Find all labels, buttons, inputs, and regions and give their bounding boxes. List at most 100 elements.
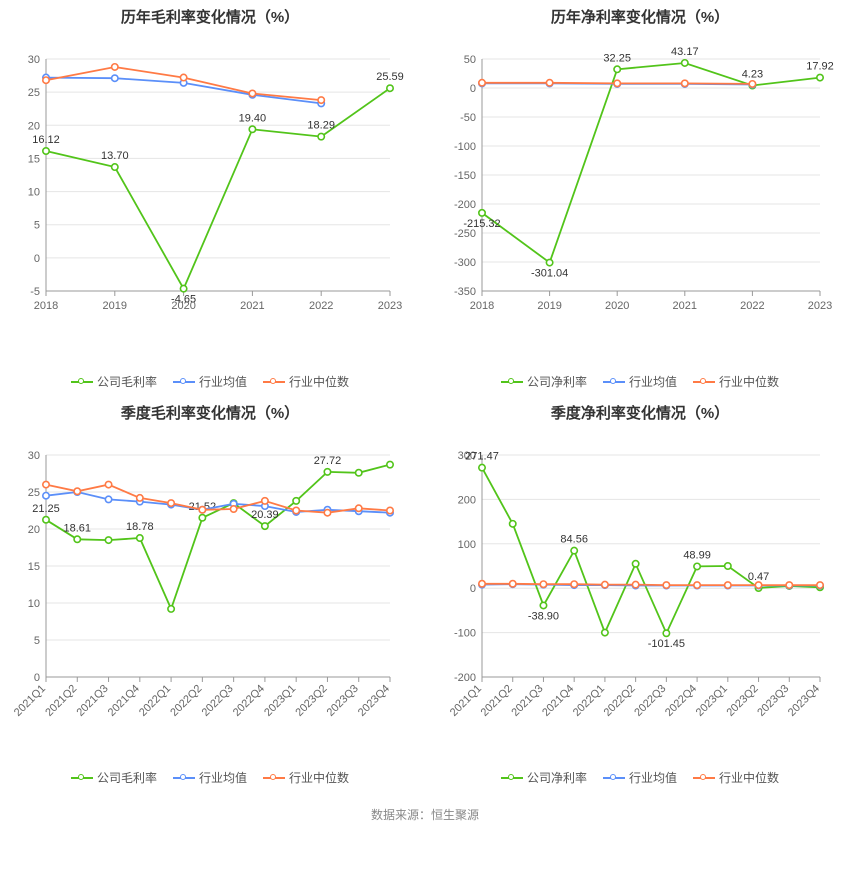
- legend-swatch-icon: [693, 773, 715, 783]
- legend-swatch-icon: [71, 773, 93, 783]
- legend-swatch-icon: [71, 377, 93, 387]
- data-label: -4.65: [171, 294, 196, 306]
- data-label: 17.92: [806, 61, 834, 73]
- chart-grid: 历年毛利率变化情况（%） -50510152025302018201920202…: [0, 0, 850, 792]
- data-label: -101.45: [648, 638, 685, 650]
- data-label: 25.59: [376, 71, 404, 83]
- series-marker: [43, 481, 49, 487]
- chart-svg-container: 0510152025302021Q12021Q22021Q32021Q42022…: [6, 425, 414, 765]
- x-tick-label: 2022Q3: [632, 683, 668, 719]
- series-line: [46, 485, 390, 513]
- data-label: 18.61: [64, 522, 92, 534]
- series-marker: [105, 496, 111, 502]
- series-marker: [318, 133, 324, 139]
- y-tick-label: 20: [28, 524, 40, 536]
- data-label: 4.23: [742, 69, 763, 81]
- line-chart: -505101520253020182019202020212022202316…: [6, 29, 406, 369]
- series-marker: [180, 285, 186, 291]
- chart-svg-container: -505101520253020182019202020212022202316…: [6, 29, 414, 369]
- series-marker: [249, 90, 255, 96]
- series-marker: [43, 77, 49, 83]
- series-marker: [632, 581, 638, 587]
- series-marker: [479, 581, 485, 587]
- y-tick-label: -50: [460, 112, 476, 124]
- series-marker: [510, 581, 516, 587]
- series-marker: [43, 517, 49, 523]
- series-marker: [786, 582, 792, 588]
- x-tick-label: 2021Q4: [106, 683, 142, 719]
- legend-swatch-icon: [603, 377, 625, 387]
- y-tick-label: 20: [28, 120, 40, 132]
- y-tick-label: 25: [28, 87, 40, 99]
- x-tick-label: 2022: [740, 300, 764, 312]
- x-tick-label: 2021Q1: [448, 683, 484, 719]
- series-marker: [817, 582, 823, 588]
- y-tick-label: -200: [454, 672, 476, 684]
- data-source-footer: 数据来源：恒生聚源: [0, 806, 850, 823]
- x-tick-label: 2021: [673, 300, 697, 312]
- y-tick-label: -200: [454, 199, 476, 211]
- panel-top-left: 历年毛利率变化情况（%） -50510152025302018201920202…: [0, 0, 420, 396]
- data-label: -301.04: [531, 268, 568, 280]
- y-tick-label: -150: [454, 170, 476, 182]
- legend: 公司净利率行业均值行业中位数: [436, 769, 844, 786]
- legend-label: 行业均值: [199, 373, 247, 390]
- series-marker: [293, 498, 299, 504]
- data-label: 18.29: [307, 120, 335, 132]
- y-tick-label: -5: [30, 286, 40, 298]
- series-line: [46, 88, 390, 289]
- line-chart: 0510152025302021Q12021Q22021Q32021Q42022…: [6, 425, 406, 765]
- chart-title: 季度毛利率变化情况（%）: [6, 402, 414, 423]
- chart-svg-container: -350-300-250-200-150-100-500502018201920…: [436, 29, 844, 369]
- series-marker: [540, 581, 546, 587]
- y-tick-label: 30: [28, 54, 40, 66]
- legend-company: 公司净利率: [501, 373, 587, 390]
- series-marker: [614, 66, 620, 72]
- series-marker: [602, 629, 608, 635]
- series-line: [482, 584, 820, 585]
- legend-company: 公司毛利率: [71, 373, 157, 390]
- x-tick-label: 2022Q2: [602, 683, 638, 719]
- line-chart: -350-300-250-200-150-100-500502018201920…: [436, 29, 836, 369]
- legend: 公司毛利率 行业均值 行业中位数: [6, 373, 414, 390]
- series-marker: [199, 515, 205, 521]
- series-marker: [387, 85, 393, 91]
- series-marker: [112, 64, 118, 70]
- chart-title: 历年净利率变化情况（%）: [436, 6, 844, 27]
- x-tick-label: 2021Q2: [479, 683, 515, 719]
- panel-bottom-left: 季度毛利率变化情况（%） 0510152025302021Q12021Q2202…: [0, 396, 420, 792]
- legend-industry-median: 行业中位数: [693, 373, 779, 390]
- y-tick-label: -100: [454, 141, 476, 153]
- line-chart: -200-10001002003002021Q12021Q22021Q32021…: [436, 425, 836, 765]
- legend-label: 行业中位数: [289, 373, 349, 390]
- x-tick-label: 2020: [605, 300, 629, 312]
- x-tick-label: 2022Q3: [200, 683, 236, 719]
- series-marker: [105, 537, 111, 543]
- legend-industry-median: 行业中位数: [693, 769, 779, 786]
- legend-industry-avg: 行业均值: [603, 373, 677, 390]
- x-tick-label: 2021Q4: [540, 683, 576, 719]
- y-tick-label: 30: [28, 450, 40, 462]
- legend-swatch-icon: [173, 377, 195, 387]
- y-tick-label: 10: [28, 598, 40, 610]
- series-marker: [262, 498, 268, 504]
- series-marker: [540, 602, 546, 608]
- data-label: 16.12: [32, 134, 60, 146]
- series-marker: [682, 60, 688, 66]
- y-tick-label: -350: [454, 286, 476, 298]
- series-marker: [632, 561, 638, 567]
- series-marker: [817, 74, 823, 80]
- x-tick-label: 2022Q2: [168, 683, 204, 719]
- x-tick-label: 2023: [378, 300, 402, 312]
- x-tick-label: 2023Q3: [325, 683, 361, 719]
- x-tick-label: 2018: [34, 300, 58, 312]
- y-tick-label: 50: [464, 54, 476, 66]
- legend-swatch-icon: [501, 377, 523, 387]
- series-marker: [479, 464, 485, 470]
- x-tick-label: 2022Q4: [663, 683, 699, 719]
- x-tick-label: 2021Q3: [74, 683, 110, 719]
- y-tick-label: 10: [28, 187, 40, 199]
- legend-label: 公司毛利率: [97, 373, 157, 390]
- series-marker: [356, 505, 362, 511]
- x-tick-label: 2022Q4: [231, 683, 267, 719]
